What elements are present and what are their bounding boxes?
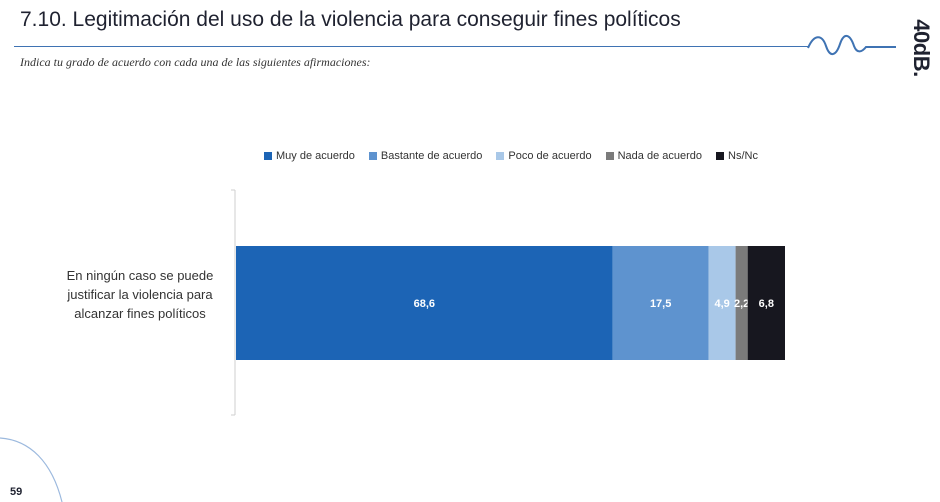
legend-label: Nada de acuerdo	[617, 150, 702, 162]
legend-item: Bastante de acuerdo	[368, 150, 483, 162]
page-title: 7.10. Legitimación del uso de la violenc…	[20, 8, 681, 31]
legend-item: Poco de acuerdo	[496, 150, 592, 162]
category-label: En ningún caso se puede justificar la vi…	[66, 268, 214, 321]
legend-swatch	[496, 152, 505, 160]
page-number: 59	[10, 486, 23, 498]
legend-swatch	[605, 152, 614, 160]
chart-legend: Muy de acuerdo Bastante de acuerdo Poco de…	[264, 149, 758, 163]
data-label: 17,5	[650, 298, 671, 310]
legend-label: Bastante de acuerdo	[380, 150, 483, 162]
wave-icon	[807, 35, 896, 55]
bar-segment	[747, 246, 785, 360]
bar-segment	[735, 246, 748, 360]
bar-segment	[612, 246, 709, 360]
legend-item: Muy de acuerdo	[264, 150, 355, 162]
data-label: 4,9	[714, 298, 729, 310]
legend-swatch	[264, 152, 272, 160]
page-subtitle: Indica tu grado de acuerdo con cada una …	[20, 55, 371, 69]
bar-segment	[236, 246, 613, 360]
legend-item: Nada de acuerdo	[605, 150, 702, 162]
bar-segment	[708, 246, 736, 360]
title-rule	[14, 46, 809, 47]
legend-swatch	[716, 152, 724, 160]
legend-item: Ns/Nc	[716, 150, 758, 162]
data-label: 68,6	[414, 298, 435, 310]
legend-label: Ns/Nc	[728, 150, 758, 162]
legend-label: Muy de acuerdo	[276, 150, 355, 162]
data-label: 6,8	[759, 298, 774, 310]
corner-arc	[0, 437, 63, 502]
legend-label: Poco de acuerdo	[508, 150, 592, 162]
data-label: 2,2	[734, 298, 749, 310]
legend-swatch	[368, 152, 377, 160]
